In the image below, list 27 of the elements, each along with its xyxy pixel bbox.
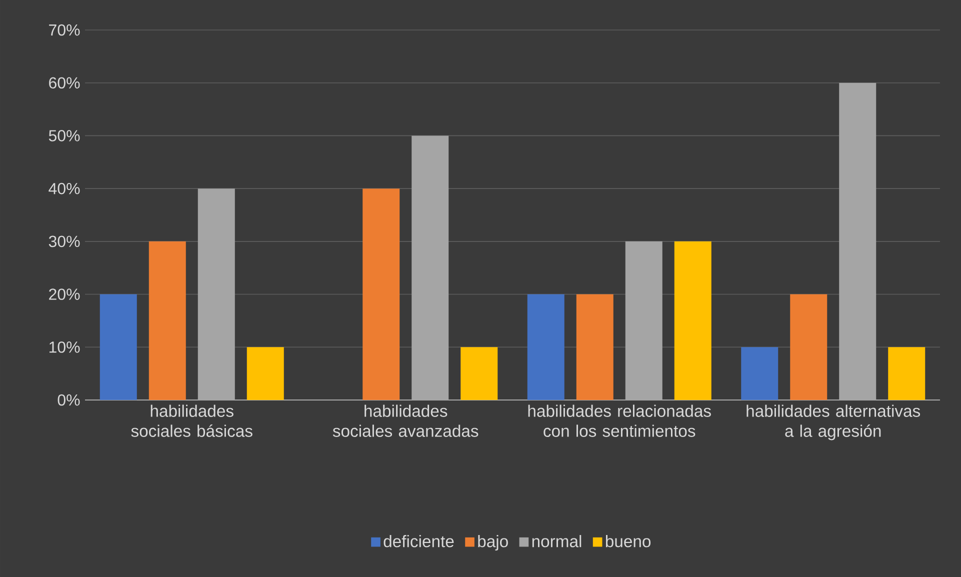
bar — [460, 347, 498, 400]
bar — [527, 294, 564, 400]
legend-label: bajo — [478, 535, 508, 551]
y-tick-label: 60% — [49, 77, 80, 89]
bar — [888, 347, 926, 400]
legend-label: normal — [532, 535, 582, 548]
y-tick-label: 50% — [48, 130, 80, 142]
y-tick-label: 40% — [48, 182, 80, 194]
y-tick-label: 0% — [58, 394, 80, 406]
bar — [741, 347, 778, 400]
y-tick-label: 30% — [48, 236, 80, 248]
x-tick-label: habilidades sociales básicas — [131, 404, 252, 437]
bar — [576, 294, 614, 400]
y-tick-label: 10% — [49, 341, 80, 353]
bar — [246, 347, 284, 400]
x-tick-label: habilidades alternativas a la agresión — [746, 404, 920, 440]
bar — [148, 241, 186, 400]
y-tick-label: 20% — [49, 288, 80, 300]
legend-label: bueno — [606, 535, 651, 548]
bar — [100, 294, 137, 400]
bar — [790, 294, 828, 400]
legend-label: deficiente — [384, 535, 454, 548]
y-tick-label: 70% — [49, 24, 80, 36]
x-tick-label: habilidades sociales avanzadas — [332, 404, 478, 437]
x-tick-label: habilidades relacionadas con los sentimientos — [528, 404, 711, 437]
bar — [362, 188, 400, 400]
bar — [674, 241, 712, 400]
